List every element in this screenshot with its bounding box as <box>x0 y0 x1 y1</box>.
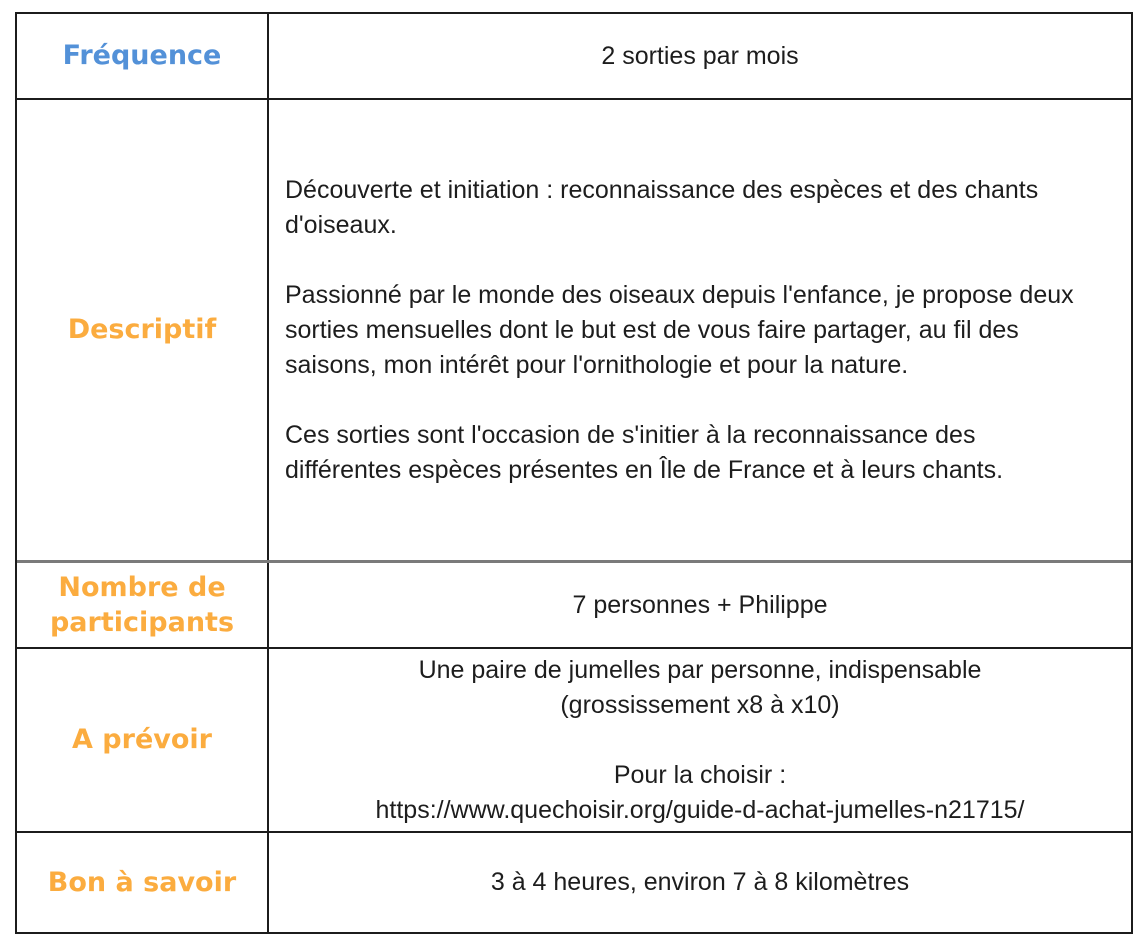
table-row-descriptif: Descriptif Découverte et initiation : re… <box>17 100 1131 563</box>
choose-hint-text: Pour la choisir : <box>613 760 787 789</box>
frequence-cell: 2 sorties par mois <box>269 14 1131 98</box>
descriptif-paragraph-3: Ces sorties sont l'occasion de s'initier… <box>285 420 1004 484</box>
descriptif-label: Descriptif <box>17 100 269 560</box>
table-row-bon-a-savoir: Bon à savoir 3 à 4 heures, environ 7 à 8… <box>17 833 1131 932</box>
participants-value: 7 personnes + Philippe <box>572 590 828 619</box>
bon-a-savoir-cell: 3 à 4 heures, environ 7 à 8 kilomètres <box>269 833 1131 932</box>
frequence-label: Fréquence <box>17 14 269 98</box>
descriptif-cell: Découverte et initiation : reconnaissanc… <box>269 100 1131 560</box>
url-text: https://www.quechoisir.org/guide-d-achat… <box>375 795 1025 824</box>
descriptif-paragraph-2: Passionné par le monde des oiseaux depui… <box>285 280 1074 379</box>
table-row-participants: Nombre de participants 7 personnes + Phi… <box>17 563 1131 649</box>
duration-value: 3 à 4 heures, environ 7 à 8 kilomètres <box>490 868 910 896</box>
participants-label: Nombre de participants <box>17 563 269 647</box>
descriptif-paragraph-1: Découverte et initiation : reconnaissanc… <box>285 175 1039 239</box>
equipment-line-2: (grossissement x8 à x10) <box>560 690 840 719</box>
table-row-frequence: Fréquence 2 sorties par mois <box>17 14 1131 100</box>
equipment-line-1: Une paire de jumelles par personne, indi… <box>418 655 982 684</box>
a-prevoir-label: A prévoir <box>17 649 269 831</box>
bon-a-savoir-label: Bon à savoir <box>17 833 269 932</box>
frequence-value: 2 sorties par mois <box>601 41 799 70</box>
table-row-a-prevoir: A prévoir Une paire de jumelles par pers… <box>17 649 1131 833</box>
participants-cell: 7 personnes + Philippe <box>269 563 1131 647</box>
info-table: Fréquence 2 sorties par mois Descriptif … <box>15 12 1133 934</box>
a-prevoir-cell: Une paire de jumelles par personne, indi… <box>269 649 1131 831</box>
